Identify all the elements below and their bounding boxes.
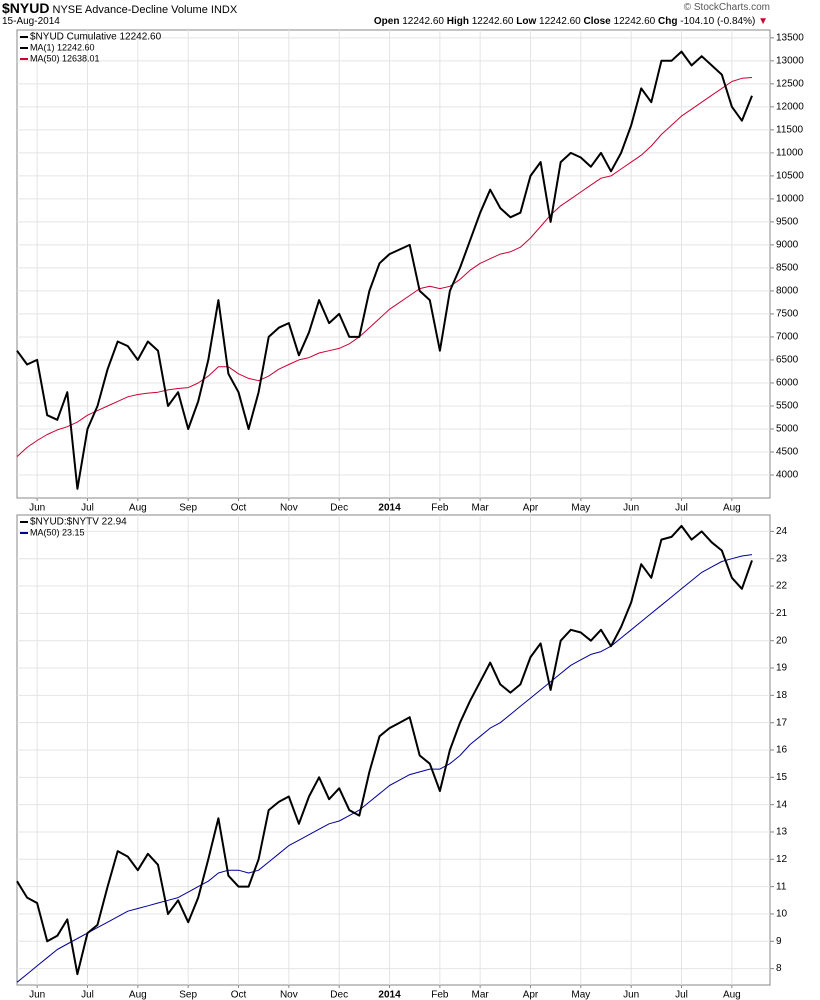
header-title: $NYUD NYSE Advance-Decline Volume INDX — [2, 0, 237, 16]
value: 12242.60 — [613, 16, 656, 27]
plot-area — [16, 29, 771, 499]
x-tick-label: Oct — [231, 990, 247, 1000]
y-tick-label: 15 — [776, 772, 788, 783]
x-tick-label: Nov — [280, 990, 298, 1000]
x-tick-label: Dec — [330, 990, 348, 1000]
y-tick-label: 8000 — [776, 286, 799, 297]
label: Chg — [658, 16, 678, 27]
x-tick-label: 2014 — [378, 503, 401, 514]
x-tick-label: May — [571, 503, 590, 514]
x-tick-label: Mar — [472, 990, 490, 1000]
y-tick-label: 9500 — [776, 217, 799, 228]
series-line — [16, 524, 753, 976]
legend-label: $NYUD:$NYTV 22.94 — [30, 517, 127, 528]
x-tick-label: Jun — [623, 503, 639, 514]
legend-label: MA(50) 12638.01 — [30, 53, 100, 63]
y-tick-label: 14 — [776, 799, 788, 810]
date: 15-Aug-2014 — [2, 16, 60, 27]
x-tick-label: May — [571, 990, 590, 1000]
label: Low — [516, 16, 537, 27]
x-tick-label: Oct — [231, 503, 247, 514]
x-tick-label: Jul — [81, 990, 94, 1000]
y-tick-label: 7500 — [776, 309, 799, 320]
x-tick-label: Apr — [523, 990, 539, 1000]
label: Close — [583, 16, 611, 27]
y-tick-label: 9 — [776, 936, 782, 947]
x-tick-label: Feb — [431, 990, 449, 1000]
x-tick-label: Jun — [29, 503, 45, 514]
y-tick-label: 8500 — [776, 263, 799, 274]
source: © StockCharts.com — [683, 2, 770, 13]
series-line — [16, 77, 753, 457]
y-tick-label: 10500 — [776, 171, 804, 182]
y-tick-label: 12 — [776, 854, 788, 865]
y-tick-label: 4000 — [776, 470, 799, 481]
x-tick-label: Aug — [129, 503, 147, 514]
y-tick-label: 13500 — [776, 32, 804, 43]
y-tick-label: 24 — [776, 526, 788, 537]
y-tick-label: 19 — [776, 663, 788, 674]
x-tick-label: Jul — [675, 503, 688, 514]
y-tick-label: 5500 — [776, 401, 799, 412]
down-arrow: ▼ — [758, 16, 768, 27]
series-line — [16, 554, 753, 983]
x-tick-label: Sep — [179, 503, 197, 514]
y-tick-label: 4500 — [776, 447, 799, 458]
x-tick-label: Feb — [431, 503, 449, 514]
y-tick-label: 6500 — [776, 355, 799, 366]
x-tick-label: Aug — [723, 503, 741, 514]
value: 12242.60 — [471, 16, 514, 27]
y-tick-label: 18 — [776, 690, 788, 701]
x-tick-label: Jul — [675, 990, 688, 1000]
y-tick-label: 11500 — [776, 124, 804, 135]
x-tick-label: 2014 — [378, 990, 401, 1000]
x-tick-label: Nov — [280, 503, 298, 514]
y-tick-label: 7000 — [776, 332, 799, 343]
y-tick-label: 23 — [776, 553, 788, 564]
legend-label: $NYUD Cumulative 12242.60 — [30, 32, 162, 43]
y-tick-label: 13 — [776, 827, 788, 838]
y-tick-label: 10 — [776, 909, 788, 920]
y-tick-label: 16 — [776, 745, 788, 756]
value: -104.10 (-0.84%) — [680, 16, 756, 27]
y-tick-label: 12500 — [776, 78, 804, 89]
y-tick-label: 6000 — [776, 378, 799, 389]
value: 12242.60 — [402, 16, 444, 27]
x-tick-label: Apr — [523, 503, 539, 514]
y-tick-label: 20 — [776, 635, 788, 646]
y-tick-label: 8 — [776, 963, 782, 974]
symbol: $NYUD — [2, 0, 50, 16]
y-tick-label: 11000 — [776, 148, 804, 159]
y-tick-label: 12000 — [776, 101, 804, 112]
quote: Open 12242.60 High 12242.60 Low 12242.60… — [374, 16, 768, 27]
x-tick-label: Jun — [29, 990, 45, 1000]
x-tick-label: Dec — [330, 503, 348, 514]
y-tick-label: 13000 — [776, 55, 804, 66]
x-tick-label: Jun — [623, 990, 639, 1000]
x-tick-label: Sep — [179, 990, 197, 1000]
legend-label: MA(50) 23.15 — [30, 527, 85, 537]
plot-area — [16, 514, 771, 986]
legend-label: MA(1) 12242.60 — [30, 42, 95, 52]
y-tick-label: 11 — [776, 881, 787, 892]
y-tick-label: 10000 — [776, 194, 804, 205]
y-tick-label: 21 — [776, 608, 788, 619]
series-line — [16, 50, 753, 490]
x-tick-label: Aug — [723, 990, 741, 1000]
x-tick-label: Jul — [81, 503, 94, 514]
x-tick-label: Mar — [472, 503, 490, 514]
y-tick-label: 17 — [776, 717, 788, 728]
label: High — [446, 16, 469, 27]
y-tick-label: 5000 — [776, 424, 799, 435]
x-tick-label: Aug — [129, 990, 147, 1000]
index-name: NYSE Advance-Decline Volume INDX — [52, 4, 238, 16]
label: Open — [373, 16, 400, 27]
y-tick-label: 22 — [776, 581, 788, 592]
value: 12242.60 — [539, 16, 581, 27]
y-tick-label: 9000 — [776, 240, 799, 251]
